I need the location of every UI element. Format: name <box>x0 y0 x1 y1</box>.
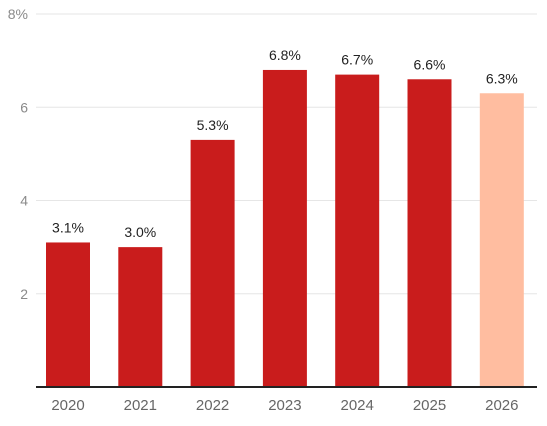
bars <box>46 69 524 388</box>
data-label-2024: 6.7% <box>341 52 373 68</box>
bar-2022 <box>190 139 235 387</box>
x-tick-label-2024: 2024 <box>341 397 374 414</box>
data-label-2021: 3.0% <box>124 224 156 240</box>
x-tick-label-2025: 2025 <box>413 397 446 414</box>
y-tick-label-6: 6 <box>20 99 28 115</box>
y-axis-ticks: 2 4 6 8% <box>8 6 28 302</box>
data-label-2022: 5.3% <box>197 117 229 133</box>
bar-2021 <box>118 247 163 387</box>
bar-2023 <box>262 69 307 387</box>
y-tick-label-4: 4 <box>20 193 28 209</box>
y-tick-label-2: 2 <box>20 286 28 302</box>
bar-2025 <box>407 79 452 388</box>
x-tick-label-2023: 2023 <box>268 397 301 414</box>
x-tick-label-2021: 2021 <box>124 397 157 414</box>
bar-2026 <box>479 93 524 387</box>
data-label-2023: 6.8% <box>269 47 301 63</box>
y-tick-label-8: 8% <box>8 6 28 22</box>
data-label-2020: 3.1% <box>52 219 84 235</box>
data-label-2025: 6.6% <box>414 56 446 72</box>
bar-2020 <box>46 242 90 387</box>
x-tick-label-2026: 2026 <box>485 397 518 414</box>
data-label-2026: 6.3% <box>486 70 518 86</box>
x-axis-labels: 2020 2021 2022 2023 2024 2025 2026 <box>51 397 518 414</box>
data-labels: 3.1% 3.0% 5.3% 6.8% 6.7% 6.6% 6.3% <box>52 47 518 240</box>
bar-2024 <box>335 74 380 388</box>
x-tick-label-2020: 2020 <box>51 397 84 414</box>
x-tick-label-2022: 2022 <box>196 397 229 414</box>
